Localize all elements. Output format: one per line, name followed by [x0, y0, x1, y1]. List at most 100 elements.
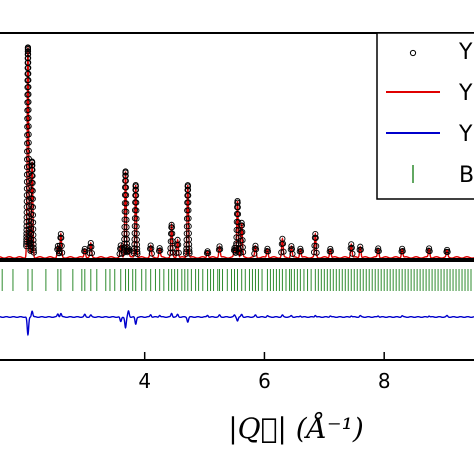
observed-point — [58, 234, 65, 241]
observed-point — [148, 250, 155, 257]
observed-point — [240, 249, 247, 256]
x-tick-label: 4 — [138, 369, 151, 393]
x-tick-label: 8 — [378, 369, 391, 393]
observed-point — [357, 243, 364, 250]
observed-point — [349, 250, 356, 257]
observed-point — [147, 242, 154, 249]
observed-point — [87, 240, 94, 247]
observed-point — [25, 51, 32, 58]
observed-point — [297, 245, 304, 252]
difference-line — [0, 310, 474, 337]
legend-label: Y — [458, 122, 473, 147]
observed-point — [185, 207, 192, 214]
legend-entry: Y — [386, 81, 473, 106]
observed-point — [86, 250, 93, 257]
series-layer — [0, 44, 474, 337]
observed-point — [312, 234, 319, 241]
observed-point — [234, 211, 242, 218]
observed-point — [327, 248, 334, 255]
observed-point — [25, 64, 32, 71]
observed-point — [123, 236, 130, 243]
observed-point — [169, 230, 176, 237]
observed-point — [134, 250, 141, 257]
observed-point — [205, 250, 212, 257]
observed-point — [183, 230, 190, 237]
observed-point — [288, 243, 295, 250]
observed-point — [88, 250, 95, 257]
observed-point — [348, 244, 355, 251]
observed-point — [120, 244, 128, 251]
observed-point — [122, 169, 129, 176]
observed-point — [131, 236, 138, 243]
legend-marker-icon — [409, 49, 417, 57]
observed-point — [185, 215, 192, 222]
observed-point — [25, 70, 32, 77]
observed-point — [133, 223, 140, 230]
observed-point — [29, 179, 36, 186]
observed-point — [29, 172, 36, 179]
observed-point — [313, 242, 320, 250]
observed-point — [234, 199, 241, 206]
observed-point — [122, 184, 130, 191]
observed-point — [133, 215, 140, 222]
observed-point — [264, 245, 271, 252]
observed-point — [175, 249, 182, 256]
observed-point — [123, 200, 130, 207]
observed-point — [167, 245, 174, 252]
observed-point — [25, 139, 32, 146]
observed-point — [280, 248, 287, 255]
observed-point — [132, 183, 139, 190]
observed-point — [167, 249, 174, 256]
observed-point — [25, 123, 32, 130]
x-tick-label: 6 — [258, 369, 271, 393]
observed-point — [185, 192, 192, 199]
observed-point — [175, 241, 182, 248]
observed-point — [30, 237, 37, 244]
observed-point — [185, 230, 192, 237]
observed-point — [252, 246, 260, 253]
observed-point — [185, 223, 192, 230]
observed-point — [157, 247, 164, 254]
observed-point — [310, 249, 318, 256]
observed-point — [327, 245, 334, 253]
observed-point — [235, 219, 242, 226]
observed-point — [30, 241, 37, 248]
observed-point — [186, 248, 193, 255]
observed-point — [23, 236, 30, 243]
observed-point — [133, 199, 140, 206]
observed-point — [399, 245, 406, 252]
observed-point — [30, 219, 37, 226]
observed-point — [375, 248, 382, 255]
observed-point — [426, 248, 433, 255]
observed-point — [133, 192, 140, 199]
observed-point — [25, 48, 32, 55]
observed-point — [312, 231, 319, 238]
x-axis-label: |Q⃗| (Å⁻¹) — [228, 412, 364, 445]
observed-point — [29, 187, 36, 194]
observed-point — [168, 221, 175, 228]
observed-point — [239, 228, 246, 236]
observed-point — [183, 236, 190, 243]
observed-point — [25, 106, 32, 113]
legend-label: Y — [458, 40, 473, 65]
observed-point — [25, 77, 32, 84]
observed-point — [289, 250, 296, 257]
observed-point — [29, 166, 36, 173]
observed-point — [238, 222, 246, 229]
observed-point — [444, 248, 451, 255]
observed-point — [23, 230, 30, 237]
observed-point — [29, 195, 36, 202]
observed-point — [297, 248, 304, 255]
observed-point — [238, 219, 245, 226]
observed-point — [252, 242, 259, 249]
observed-point — [123, 192, 130, 199]
observed-point — [399, 248, 406, 255]
observed-point — [185, 199, 192, 206]
observed-point — [169, 244, 176, 251]
observed-point — [25, 83, 32, 91]
observed-point — [133, 241, 141, 248]
observed-point — [23, 233, 30, 240]
observed-point — [173, 249, 180, 257]
